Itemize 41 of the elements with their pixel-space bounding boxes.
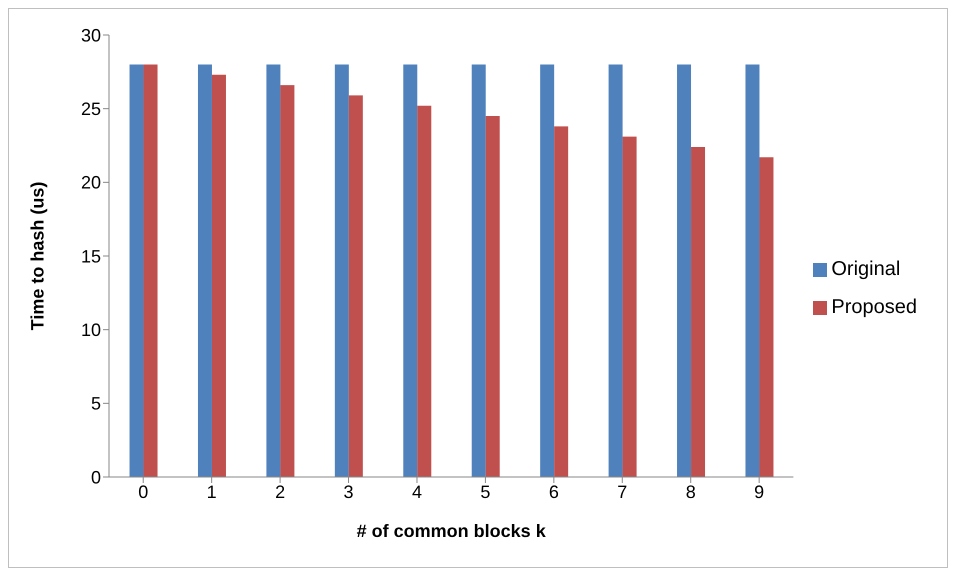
x-tick-label: 2 <box>275 482 286 502</box>
y-tick-label: 10 <box>80 320 101 340</box>
x-tick-label: 0 <box>138 482 148 502</box>
y-tick-label: 30 <box>80 25 101 46</box>
bar <box>144 64 158 477</box>
bar <box>280 85 294 477</box>
bar <box>622 136 637 477</box>
bar <box>486 116 500 477</box>
legend-label: Proposed <box>831 296 917 318</box>
y-tick-label: 15 <box>80 246 101 266</box>
legend-label: Original <box>831 258 900 280</box>
bar <box>130 64 144 477</box>
bar <box>472 64 486 477</box>
x-tick-label: 6 <box>548 482 559 502</box>
x-tick-label: 1 <box>206 482 217 502</box>
bar <box>417 106 432 477</box>
bar <box>691 146 706 477</box>
bar <box>334 64 349 477</box>
y-axis-title: Time to hash (us) <box>27 182 48 330</box>
x-tick-label: 7 <box>617 482 628 502</box>
bar <box>266 64 280 477</box>
y-tick-label: 5 <box>90 394 101 414</box>
bar <box>540 64 554 477</box>
bar <box>403 64 418 477</box>
bar <box>677 64 692 477</box>
bar <box>608 64 623 477</box>
bar <box>759 157 774 477</box>
bar <box>745 64 760 477</box>
x-tick-label: 8 <box>686 482 696 502</box>
bar <box>198 64 212 477</box>
y-tick-label: 0 <box>90 467 101 488</box>
bar <box>554 126 568 477</box>
x-axis-title: # of common blocks k <box>356 521 547 541</box>
bar <box>212 74 226 477</box>
y-tick-label: 20 <box>80 172 101 193</box>
x-tick-label: 9 <box>754 482 764 502</box>
x-tick-label: 5 <box>480 482 490 502</box>
x-tick-label: 4 <box>412 482 422 502</box>
y-tick-label: 25 <box>80 99 101 120</box>
bar <box>348 95 363 477</box>
x-tick-label: 3 <box>344 482 354 502</box>
